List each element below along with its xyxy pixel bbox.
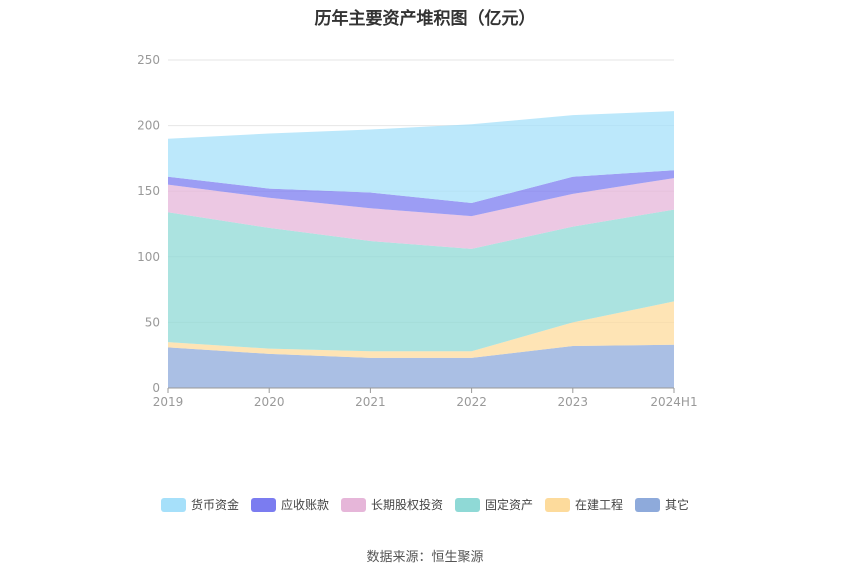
area-series-4 bbox=[168, 170, 674, 217]
chart-plot: 0 50 100 150 200 250 2019 2020 2021 2022 2023 2024H… bbox=[137, 53, 698, 409]
area-series-0 bbox=[168, 344, 674, 388]
legend-item[interactable]: 应收账款 bbox=[250, 496, 329, 513]
source-note: 数据来源：恒生聚源 bbox=[366, 550, 484, 565]
x-tick-label: 2019 bbox=[153, 395, 184, 409]
area-series-2 bbox=[168, 209, 674, 352]
y-tick-label: 250 bbox=[137, 53, 160, 67]
area-series-3 bbox=[168, 178, 674, 249]
chart-title: 历年主要资产堆积图（亿元） bbox=[314, 9, 536, 29]
y-tick-label: 100 bbox=[137, 250, 160, 264]
area-series-1 bbox=[168, 301, 674, 358]
x-tick-label: 2023 bbox=[558, 395, 589, 409]
legend-swatch bbox=[340, 497, 366, 512]
x-tick-label: 2024H1 bbox=[650, 395, 697, 409]
x-tick-label: 2021 bbox=[355, 395, 386, 409]
y-tick-label: 150 bbox=[137, 184, 160, 198]
x-tick-label: 2020 bbox=[254, 395, 285, 409]
legend-item[interactable]: 长期股权投资 bbox=[340, 496, 443, 513]
axes: 0 50 100 150 200 250 2019 2020 2021 2022 2023 2024H… bbox=[137, 53, 698, 409]
legend-item[interactable]: 固定资产 bbox=[455, 496, 533, 513]
area-series bbox=[168, 111, 674, 388]
legend-label: 应收账款 bbox=[280, 498, 329, 512]
legend-swatch bbox=[250, 497, 276, 512]
legend-swatch bbox=[635, 497, 661, 512]
x-tick-label: 2022 bbox=[456, 395, 487, 409]
y-tick-label: 50 bbox=[145, 315, 160, 329]
legend-swatch bbox=[160, 497, 186, 512]
legend-item[interactable]: 其它 bbox=[635, 496, 689, 513]
legend-label: 其它 bbox=[665, 498, 690, 512]
area-series-5 bbox=[168, 111, 674, 204]
legend: 货币资金 应收账款 长期股权投资 固定资产 在建工程 其它 bbox=[0, 496, 850, 513]
legend-swatch bbox=[455, 497, 480, 512]
legend-label: 货币资金 bbox=[190, 498, 239, 512]
legend-item[interactable]: 货币资金 bbox=[160, 496, 239, 513]
y-tick-label: 200 bbox=[137, 119, 160, 133]
legend-label: 固定资产 bbox=[485, 498, 534, 512]
legend-item[interactable]: 在建工程 bbox=[545, 496, 623, 513]
legend-label: 长期股权投资 bbox=[370, 498, 443, 512]
y-tick-label: 0 bbox=[152, 381, 160, 395]
legend-swatch bbox=[545, 497, 571, 512]
legend-label: 在建工程 bbox=[575, 498, 624, 512]
